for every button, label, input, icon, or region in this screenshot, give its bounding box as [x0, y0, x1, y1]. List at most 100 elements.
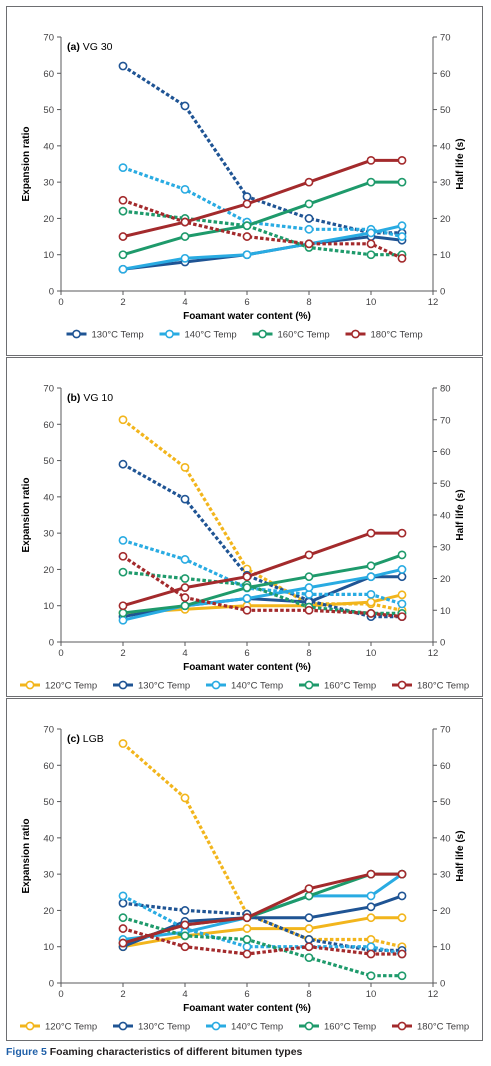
y-tick-label: 60 — [43, 420, 54, 431]
legend-140c-swatch-marker — [165, 329, 174, 339]
legend-180c-swatch-marker — [351, 329, 360, 339]
series-130c-half-life-line — [122, 462, 402, 619]
y2-tick-label: 50 — [440, 479, 451, 490]
series-180c-half-life-line — [122, 198, 403, 260]
x-tick-label: 10 — [366, 297, 377, 308]
series-180c-half-life-line — [122, 554, 403, 619]
figure-caption: Figure 5 Foaming characteristics of diff… — [6, 1046, 302, 1058]
legend-140c-label: 140°C Temp — [231, 1022, 283, 1033]
series-120c-expansion-point — [366, 913, 376, 923]
series-180c-half-life-point — [397, 612, 407, 621]
y-axis-title: Expansion ratio — [21, 818, 32, 893]
series-140c-half-life-point — [118, 891, 128, 901]
x-axis-title: Foamant water content (%) — [183, 662, 311, 673]
legend-180c-label: 180°C Temp — [417, 681, 469, 692]
series-180c-half-life-point — [242, 232, 252, 241]
y-tick-label: 70 — [43, 33, 54, 44]
legend-160c-swatch-marker — [304, 680, 314, 690]
series-180c-half-life-point — [242, 949, 252, 959]
series-140c-expansion-point — [242, 250, 252, 260]
series-180c-half-life-point — [304, 605, 314, 615]
x-tick-label: 2 — [120, 297, 125, 308]
x-tick-label: 2 — [120, 648, 125, 659]
series-180c-expansion-line — [122, 158, 402, 239]
x-tick-label: 0 — [58, 297, 63, 308]
chart-vg10: 0 10 20 30 40 50 60 70 0 10 20 30 40 50 60 70 80 0 2 4 6 8 10 1… — [20, 384, 469, 692]
series-130c-half-life-point — [180, 101, 190, 111]
chart-title: (a) VG 30 — [67, 41, 113, 53]
x-tick-label: 8 — [306, 989, 311, 1000]
y2-tick-label: 60 — [440, 761, 451, 772]
y2-tick-label: 70 — [440, 725, 451, 736]
series-180c-expansion-point — [118, 938, 128, 948]
y2-tick-label: 10 — [440, 606, 451, 617]
y2-tick-label: 0 — [440, 287, 445, 298]
y2-tick-label: 50 — [440, 797, 451, 808]
y2-axis-title: Half life (s) — [455, 830, 466, 881]
y-tick-label: 50 — [43, 456, 54, 467]
x-tick-label: 8 — [306, 648, 311, 659]
y-tick-label: 40 — [43, 492, 54, 503]
series-140c-expansion-point — [397, 221, 407, 231]
y-tick-label: 50 — [43, 105, 54, 116]
series-130c-expansion-point — [397, 891, 407, 901]
y-axis-title: Expansion ratio — [21, 477, 32, 552]
series-130c-half-life-point — [180, 494, 190, 504]
series-180c-expansion-point — [180, 217, 190, 227]
x-tick-label: 12 — [428, 989, 439, 1000]
series-140c-half-life-point — [180, 184, 190, 194]
series-130c-half-life-point — [118, 459, 128, 469]
x-tick-label: 0 — [58, 989, 63, 1000]
series-160c-expansion-point — [304, 199, 314, 209]
series-180c-half-life-point — [304, 942, 314, 952]
series-160c-expansion-point — [397, 550, 407, 560]
x-tick-label: 4 — [182, 989, 187, 1000]
series-160c-expansion-point — [180, 232, 190, 241]
y-axis-title: Expansion ratio — [21, 126, 32, 201]
y2-tick-label: 60 — [440, 69, 451, 80]
y2-tick-label: 0 — [440, 979, 445, 990]
y2-tick-label: 70 — [440, 415, 451, 426]
series-160c-expansion-point — [242, 583, 252, 592]
series-140c-expansion-point — [118, 615, 128, 625]
series-160c-half-life-point — [118, 567, 128, 577]
y-tick-label: 10 — [43, 250, 54, 261]
chart-panel-vg10: 0 10 20 30 40 50 60 70 0 10 20 30 40 50 60 70 80 0 2 4 6 8 10 1… — [6, 357, 483, 697]
y-tick-label: 40 — [43, 141, 54, 152]
x-tick-label: 10 — [366, 648, 377, 659]
y-tick-label: 0 — [49, 979, 54, 990]
series-180c-half-life-point — [366, 609, 376, 618]
series-180c-half-life-line — [122, 927, 402, 956]
y-tick-label: 30 — [43, 529, 54, 540]
legend-180c-label: 180°C Temp — [371, 330, 423, 341]
series-130c-half-life-point — [118, 61, 128, 71]
series-180c-expansion-point — [304, 550, 314, 560]
legend-130c-swatch-marker — [72, 329, 81, 339]
x-tick-label: 6 — [244, 989, 249, 1000]
series-180c-half-life-point — [366, 949, 376, 959]
y-tick-label: 30 — [43, 870, 54, 881]
x-tick-label: 12 — [428, 297, 439, 308]
y2-tick-label: 20 — [440, 214, 451, 225]
series-180c-expansion-point — [118, 601, 128, 611]
series-120c-half-life-point — [180, 793, 190, 803]
y-tick-label: 20 — [43, 906, 54, 917]
y-tick-label: 30 — [43, 178, 54, 189]
y-tick-label: 0 — [49, 638, 54, 649]
x-tick-label: 6 — [244, 648, 249, 659]
y2-axis-title: Half life (s) — [455, 138, 466, 189]
series-130c-expansion-point — [304, 913, 314, 923]
series-160c-expansion-point — [242, 221, 252, 231]
series-180c-expansion-point — [397, 528, 407, 538]
series-160c-expansion-line — [122, 553, 403, 615]
x-tick-label: 0 — [58, 648, 63, 659]
legend-130c-label: 130°C Temp — [92, 330, 144, 341]
series-140c-half-life-point — [180, 555, 190, 564]
series-120c-expansion-line — [122, 916, 402, 949]
series-140c-half-life-point — [118, 535, 128, 545]
legend-130c-swatch-marker — [118, 680, 128, 690]
series-180c-expansion-point — [366, 155, 376, 165]
series-180c-expansion-point — [397, 155, 407, 165]
series-120c-expansion-point — [397, 913, 407, 923]
series-180c-half-life-point — [242, 605, 252, 615]
